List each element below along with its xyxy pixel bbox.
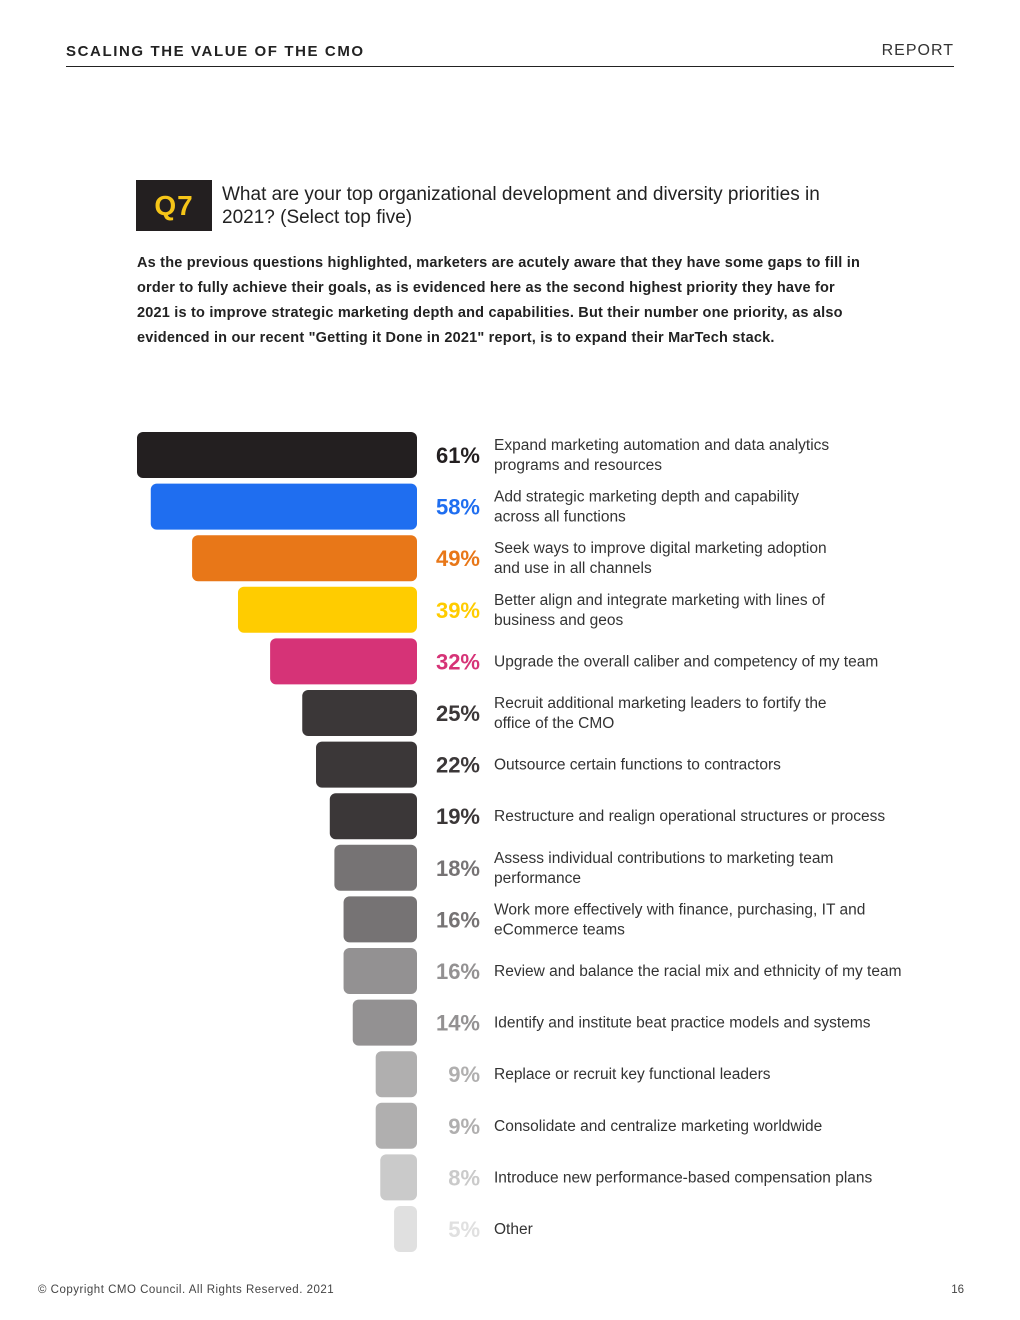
bar xyxy=(316,741,417,788)
category-label: Assess individual contributions to marke… xyxy=(494,850,833,887)
bar xyxy=(352,999,417,1046)
value-label: 25% xyxy=(436,701,480,726)
value-label: 39% xyxy=(436,598,480,623)
value-label: 16% xyxy=(436,959,480,984)
value-label: 16% xyxy=(436,907,480,932)
bar xyxy=(375,1051,417,1098)
value-label: 22% xyxy=(436,753,480,778)
value-label: 18% xyxy=(436,856,480,881)
question-badge: Q7 xyxy=(136,180,212,231)
category-label: Identify and institute beat practice mod… xyxy=(494,1015,871,1032)
bar xyxy=(302,690,417,736)
page-number: 16 xyxy=(951,1284,964,1296)
category-label: Introduce new performance-based compensa… xyxy=(494,1169,873,1186)
category-label: Add strategic marketing depth and capabi… xyxy=(494,489,799,526)
value-label: 49% xyxy=(436,546,480,571)
value-label: 32% xyxy=(436,649,480,674)
bar xyxy=(343,948,417,994)
value-label: 58% xyxy=(436,495,480,520)
category-label: Better align and integrate marketing wit… xyxy=(494,592,826,629)
intro-paragraph: As the previous questions highlighted, m… xyxy=(137,255,861,346)
bar xyxy=(380,1154,417,1201)
value-label: 9% xyxy=(448,1062,480,1087)
category-label: Recruit additional marketing leaders to … xyxy=(494,695,827,732)
report-title: SCALING THE VALUE OF THE CMO xyxy=(66,43,365,60)
category-label: Seek ways to improve digital marketing a… xyxy=(494,540,827,577)
category-label: Consolidate and centralize marketing wor… xyxy=(494,1118,822,1135)
bar xyxy=(137,432,417,478)
value-label: 14% xyxy=(436,1011,480,1036)
bar xyxy=(329,793,417,840)
page-header: SCALING THE VALUE OF THE CMO REPORT xyxy=(66,40,954,67)
bar xyxy=(270,638,417,685)
bar xyxy=(394,1206,417,1252)
category-label: Expand marketing automation and data ana… xyxy=(494,437,829,474)
bar xyxy=(343,896,417,943)
category-label: Work more effectively with finance, purc… xyxy=(494,901,865,938)
category-label: Other xyxy=(494,1221,533,1238)
category-label: Outsource certain functions to contracto… xyxy=(494,757,781,774)
value-label: 5% xyxy=(448,1217,480,1242)
category-label: Upgrade the overall caliber and competen… xyxy=(494,653,878,670)
question-title: What are your top organizational develop… xyxy=(222,184,820,228)
value-label: 19% xyxy=(436,804,480,829)
value-label: 8% xyxy=(448,1165,480,1190)
value-label: 9% xyxy=(448,1114,480,1139)
copyright-text: © Copyright CMO Council. All Rights Rese… xyxy=(38,1284,335,1296)
value-label: 61% xyxy=(436,443,480,468)
bar xyxy=(150,483,417,530)
bar xyxy=(334,844,417,891)
category-label: Review and balance the racial mix and et… xyxy=(494,963,902,980)
report-label: REPORT xyxy=(881,42,954,59)
bar xyxy=(237,586,417,633)
category-label: Replace or recruit key functional leader… xyxy=(494,1066,771,1083)
bar xyxy=(375,1102,417,1149)
category-label: Restructure and realign operational stru… xyxy=(494,808,885,825)
bar xyxy=(192,535,417,582)
